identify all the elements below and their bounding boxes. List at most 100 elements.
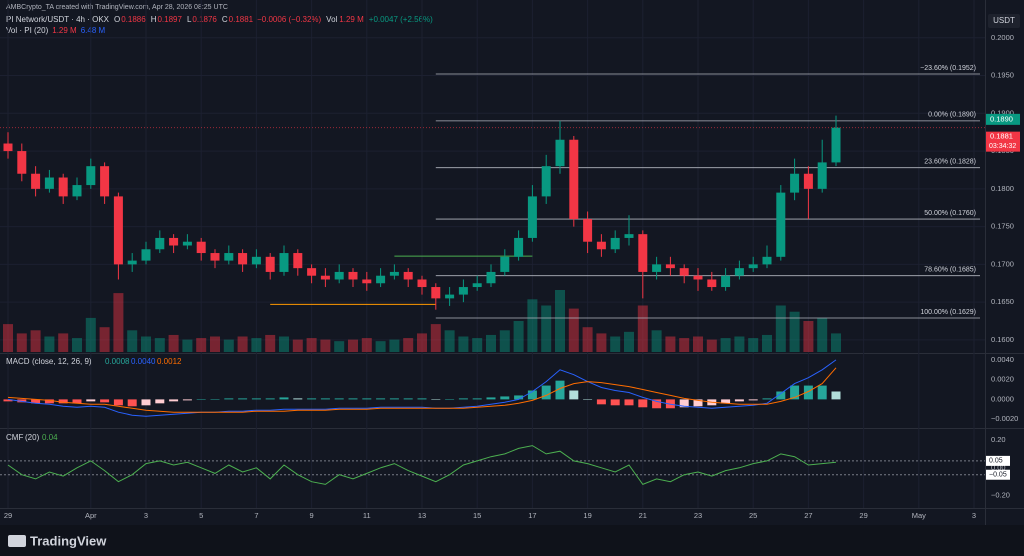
volume-bar	[16, 333, 27, 352]
volume-bar	[775, 305, 786, 352]
histogram-bar	[141, 399, 151, 406]
x-tick-label: 25	[749, 511, 757, 520]
histogram-bar	[86, 399, 96, 402]
footer	[0, 525, 1024, 556]
y-tick-label: 0.00	[991, 463, 1006, 472]
volume-bar	[223, 339, 234, 352]
candle-body	[44, 177, 54, 189]
histogram-bar	[500, 396, 510, 400]
candle-body	[17, 151, 27, 174]
volume-bar	[237, 336, 248, 352]
band-badge-label: −0.05	[989, 472, 1007, 479]
candle-body	[431, 287, 441, 299]
price-badge	[986, 131, 1020, 152]
volume-bar	[472, 338, 483, 352]
candle-body	[3, 143, 13, 152]
volume-bar	[375, 341, 386, 352]
logo-icon	[8, 535, 26, 547]
histogram-bar	[638, 399, 648, 408]
x-tick-label: 7	[254, 511, 258, 520]
histogram-bar	[58, 399, 68, 404]
histogram-bar	[762, 398, 772, 400]
volume-bar	[596, 333, 607, 352]
band-badge	[986, 455, 1010, 466]
y-tick-label: 0.0020	[991, 375, 1014, 384]
candle-body	[638, 234, 648, 272]
price-badge	[986, 113, 1020, 125]
candle-body	[458, 287, 468, 295]
candle-body	[362, 279, 372, 284]
y-tick-label: −0.20	[991, 491, 1010, 500]
histogram-bar	[583, 399, 593, 400]
histogram-bar	[169, 399, 179, 402]
volume-bar	[486, 334, 496, 352]
x-tick-label: 23	[694, 511, 702, 520]
y-tick-label: 0.1800	[991, 184, 1014, 193]
candle-body	[583, 219, 593, 242]
candle-body	[320, 275, 330, 280]
histogram-bar	[693, 399, 703, 407]
histogram-bar	[307, 398, 317, 400]
candle-body	[196, 241, 206, 254]
candle-body	[472, 283, 482, 288]
histogram-bar	[31, 399, 41, 404]
histogram-bar	[596, 399, 606, 405]
histogram-bar	[624, 399, 634, 406]
indicator-legend: CMF	[6, 433, 23, 442]
candle-body	[238, 253, 248, 265]
volume-bar	[817, 317, 828, 352]
legend-item: −0.0006 (−0.32%)	[257, 15, 321, 24]
histogram-bar	[376, 398, 386, 400]
candle-body	[210, 253, 220, 261]
histogram-bar	[431, 399, 441, 400]
volume-bar	[720, 338, 731, 352]
volume-bar	[444, 330, 455, 352]
legend-item: 0.1897	[157, 15, 182, 24]
currency-box[interactable]	[988, 14, 1020, 28]
candle-body	[403, 271, 413, 280]
volume-bar	[141, 336, 151, 352]
candle-body	[72, 185, 82, 197]
candle-body	[803, 173, 813, 189]
histogram-bar	[196, 399, 206, 400]
candle-body	[58, 177, 68, 197]
currency[interactable]: USDT	[993, 16, 1015, 25]
volume-bar	[3, 324, 13, 352]
y-tick-label: 0.1700	[991, 259, 1014, 268]
histogram-bar	[238, 398, 248, 400]
y-tick-label: 0.1650	[991, 297, 1014, 306]
indicator-params: (20)	[25, 433, 40, 442]
cmf-line	[7, 445, 837, 486]
fib-label: 0.00% (0.1890)	[928, 112, 976, 119]
volume-bar	[762, 334, 772, 352]
candle-body	[348, 271, 358, 280]
candle-body	[169, 237, 179, 246]
histogram-bar	[403, 398, 413, 400]
histogram-bar	[113, 399, 123, 406]
x-tick-label: 3	[972, 511, 976, 520]
histogram-bar	[445, 399, 455, 400]
candle-body	[734, 268, 744, 276]
volume-bar	[85, 317, 96, 352]
volume-bar	[251, 338, 262, 352]
price-badge-label: 0.1890	[990, 114, 1013, 123]
histogram-bar	[803, 385, 813, 400]
volume-bar	[99, 327, 110, 352]
histogram-bar	[265, 398, 275, 400]
fib-label: 50.00% (0.1760)	[924, 210, 976, 217]
candle-body	[293, 253, 303, 269]
y-tick-label: 0.2000	[991, 33, 1014, 42]
histogram-bar	[17, 399, 27, 403]
histogram-bar	[610, 399, 620, 406]
volume-bar	[292, 339, 303, 352]
indicator-readout: 0.04	[42, 433, 58, 442]
volume-bar	[44, 336, 55, 352]
volume-bar	[541, 305, 552, 352]
band-badge-label: 0.05	[989, 458, 1003, 465]
histogram-bar	[555, 380, 565, 400]
histogram-bar	[100, 399, 110, 403]
candle-body	[817, 162, 827, 189]
histogram-bar	[210, 399, 220, 400]
volume-bar	[582, 327, 593, 352]
